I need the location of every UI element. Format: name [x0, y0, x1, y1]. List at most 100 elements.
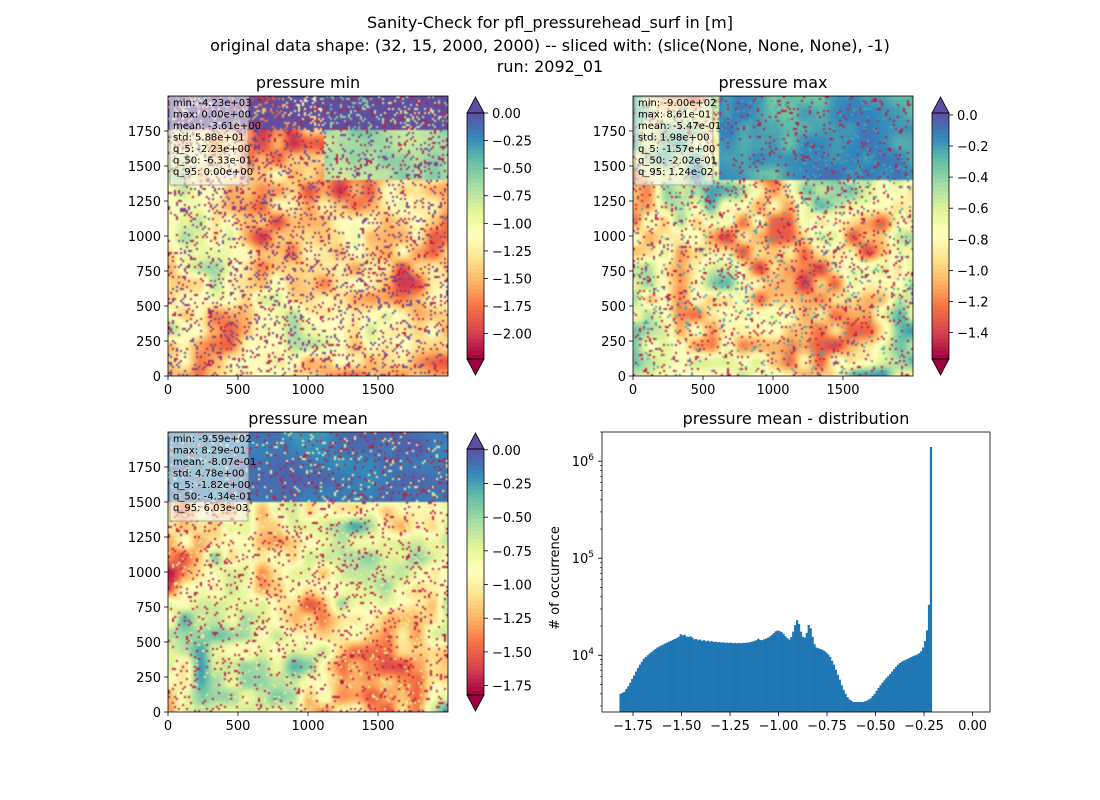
- colorbar-segment: [467, 346, 484, 352]
- y-tick-exponent: 4: [588, 647, 594, 657]
- colorbar-segment: [932, 231, 949, 237]
- colorbar-segment: [932, 129, 949, 135]
- colorbar-segment: [467, 633, 484, 639]
- x-tick-label: −0.50: [856, 719, 896, 734]
- y-tick-label: 1000: [128, 566, 161, 581]
- colorbar-segment: [467, 231, 484, 237]
- x-tick-label: −0.25: [904, 719, 944, 734]
- histogram-bar: [683, 634, 686, 712]
- histogram-bar: [918, 653, 921, 712]
- histogram-bar: [714, 641, 717, 712]
- colorbar-segment: [467, 547, 484, 553]
- y-tick-label: 106: [572, 453, 595, 470]
- histogram-bar: [881, 682, 884, 712]
- colorbar-segment: [467, 588, 484, 594]
- histogram-bar: [838, 679, 841, 712]
- histogram-bar: [625, 688, 628, 712]
- colorbar-segment: [932, 207, 949, 212]
- stats-box-background: [169, 432, 249, 522]
- colorbar-segment: [932, 133, 949, 139]
- histogram-bar: [664, 643, 667, 712]
- colorbar-segment: [467, 551, 484, 557]
- colorbar-extend-top: [466, 96, 485, 114]
- colorbar-segment: [467, 236, 484, 241]
- histogram-bar: [883, 680, 886, 712]
- y-tick-base: 10: [572, 552, 589, 567]
- x-tick-label: −0.75: [807, 719, 847, 734]
- stats-line: min: -9.00e+02: [638, 98, 717, 109]
- histogram-bar: [699, 639, 702, 712]
- colorbar-segment: [467, 592, 484, 598]
- histogram-bar: [840, 685, 843, 712]
- colorbar-segment: [932, 203, 949, 208]
- colorbar-segment: [932, 178, 949, 184]
- colorbar-tick-label: −0.4: [957, 171, 989, 186]
- histogram-bar: [927, 604, 931, 712]
- histogram-bar: [739, 643, 742, 712]
- stats-line: max: 8.29e-01: [173, 446, 246, 457]
- figure-title-line-2: original data shape: (32, 15, 2000, 2000…: [210, 36, 890, 55]
- colorbar-segment: [467, 682, 484, 688]
- colorbar-segment: [467, 219, 484, 225]
- colorbar-segment: [467, 182, 484, 188]
- colorbar-segment: [932, 301, 949, 307]
- histogram-bar: [757, 638, 760, 712]
- colorbar-segment: [467, 584, 484, 589]
- colorbar-tick-label: −0.8: [957, 233, 989, 248]
- histogram-bar: [646, 655, 649, 712]
- histogram-bar: [666, 642, 669, 712]
- histogram-bar: [819, 648, 822, 712]
- histogram-bar: [825, 652, 828, 712]
- y-tick-label: 500: [601, 300, 626, 315]
- colorbar-tick-label: −1.50: [492, 646, 532, 661]
- colorbar-segment: [467, 248, 484, 253]
- axes-frame: [601, 431, 991, 713]
- histogram-bar: [726, 642, 729, 712]
- histogram-bar: [650, 651, 653, 712]
- colorbar-tick-label: −2.00: [492, 328, 532, 343]
- histogram-bar: [813, 644, 816, 712]
- histogram-bar: [702, 640, 706, 712]
- histogram-bar: [778, 631, 781, 712]
- figure-title-line-3: run: 2092_01: [496, 57, 604, 76]
- colorbar-segment: [932, 342, 949, 348]
- histogram-bar: [894, 666, 898, 712]
- colorbar-segment: [467, 313, 484, 319]
- histogram-bar: [669, 640, 673, 712]
- colorbar-segment: [932, 223, 949, 229]
- colorbar-segment: [467, 477, 484, 483]
- stats-line: q_50: -6.33e-01: [173, 156, 252, 167]
- colorbar-segment: [467, 338, 484, 344]
- colorbar-segment: [932, 199, 949, 204]
- histogram-bar: [747, 642, 750, 712]
- y-tick-label: 1750: [128, 461, 161, 476]
- colorbar-segment: [467, 469, 484, 475]
- histogram-bar: [774, 631, 777, 712]
- colorbar-segment: [467, 654, 484, 659]
- histogram-bar: [737, 642, 741, 712]
- colorbar-segment: [467, 690, 484, 696]
- colorbar-segment: [467, 662, 484, 667]
- histogram-bar: [827, 654, 830, 712]
- colorbar-segment: [467, 543, 484, 548]
- histogram-bar: [772, 633, 775, 712]
- histogram-bar: [834, 669, 838, 712]
- histogram-bar: [735, 643, 739, 712]
- colorbar-segment: [932, 227, 949, 233]
- colorbar-segment: [932, 137, 949, 143]
- histogram-bar: [848, 699, 851, 712]
- y-tick-label: 0: [153, 370, 161, 385]
- colorbar-segment: [467, 559, 484, 565]
- colorbar-tick-label: −0.50: [492, 511, 532, 526]
- y-tick-label: 104: [572, 647, 595, 664]
- colorbar-segment: [932, 281, 949, 286]
- histogram-bar: [842, 689, 845, 712]
- colorbar-segment: [932, 268, 949, 274]
- y-tick-label: 750: [136, 601, 161, 616]
- colorbar: 0.0 −0.2 −0.4 −0.6 −0.8 −1.0 −1.2 −1.4: [931, 96, 989, 376]
- colorbar-tick-label: −1.00: [492, 217, 532, 232]
- colorbar-segment: [467, 268, 484, 274]
- colorbar-segment: [467, 629, 484, 635]
- colorbar-segment: [932, 313, 949, 319]
